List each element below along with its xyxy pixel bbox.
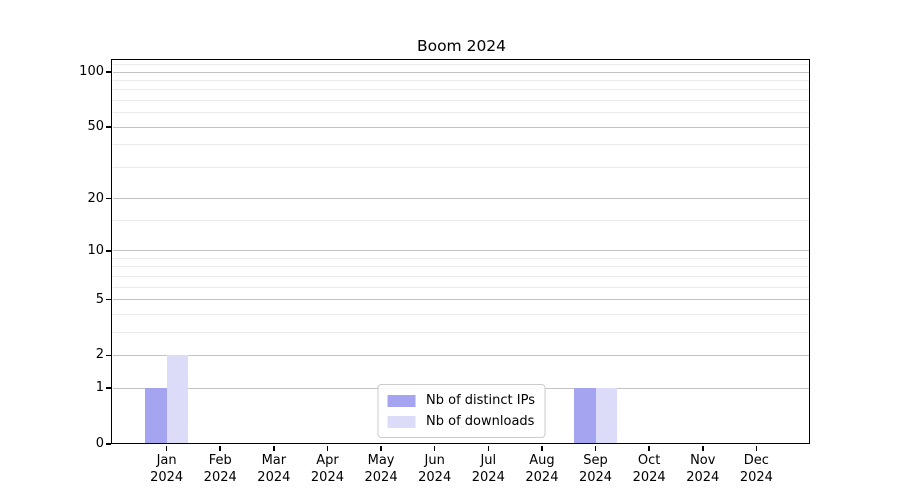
x-tick-month: Apr xyxy=(316,453,339,468)
minor-gridline xyxy=(113,80,810,82)
x-tick-month: May xyxy=(367,453,395,468)
x-tick-month: Jul xyxy=(480,453,497,468)
y-tick-label: 2 xyxy=(95,347,104,363)
y-tick-mark xyxy=(106,71,112,73)
x-tick-mark xyxy=(701,445,704,451)
x-tick-mark xyxy=(755,445,758,451)
minor-gridline xyxy=(113,266,810,268)
x-tick-month: Jun xyxy=(424,453,445,468)
chart-title: Boom 2024 xyxy=(416,37,507,55)
x-tick-year: 2024 xyxy=(739,469,773,485)
x-tick-mark xyxy=(433,445,436,451)
legend-swatch-distinct-ips xyxy=(387,394,416,407)
minor-gridline xyxy=(113,144,810,146)
x-tick-month: Jan xyxy=(156,453,177,468)
y-tick-mark xyxy=(106,197,112,200)
minor-gridline xyxy=(113,100,810,102)
bar-downloads xyxy=(166,355,189,444)
y-tick-label: 20 xyxy=(87,190,104,206)
x-tick-label: Mar 2024 xyxy=(234,453,314,486)
y-tick-label: 100 xyxy=(79,64,104,80)
minor-gridline xyxy=(113,64,810,66)
legend-label: Nb of distinct IPs xyxy=(426,393,535,408)
bar-distinct-ips xyxy=(574,388,596,444)
minor-gridline xyxy=(113,275,810,277)
minor-gridline xyxy=(113,220,810,222)
major-gridline xyxy=(113,354,810,356)
minor-gridline xyxy=(113,313,810,315)
major-gridline xyxy=(113,126,810,128)
x-tick-mark xyxy=(594,445,597,451)
y-tick-label: 0 xyxy=(95,436,104,451)
minor-gridline xyxy=(113,286,810,288)
x-tick-mark xyxy=(219,445,222,451)
y-tick-mark xyxy=(106,249,112,252)
major-gridline xyxy=(113,299,810,301)
x-tick-label: Feb 2024 xyxy=(180,453,260,486)
bar-downloads xyxy=(595,388,617,444)
y-tick-label: 5 xyxy=(95,291,104,307)
x-tick-year: 2024 xyxy=(471,469,505,485)
x-tick-year: 2024 xyxy=(686,469,720,485)
major-gridline xyxy=(113,250,810,252)
bar-distinct-ips xyxy=(145,388,167,444)
x-tick-month: Mar xyxy=(261,453,287,468)
x-tick-year: 2024 xyxy=(203,469,237,485)
x-tick-month: Feb xyxy=(208,453,232,468)
x-tick-year: 2024 xyxy=(578,469,613,485)
legend-item: Nb of distinct IPs xyxy=(387,392,535,409)
x-tick-label: Sep 2024 xyxy=(556,453,636,486)
x-tick-mark xyxy=(326,445,329,451)
minor-gridline xyxy=(113,112,810,114)
x-tick-month: Dec xyxy=(743,453,769,468)
y-tick-mark xyxy=(106,443,112,445)
y-tick-mark xyxy=(106,354,112,357)
x-tick-year: 2024 xyxy=(364,469,398,485)
x-tick-month: Nov xyxy=(690,453,716,468)
x-tick-mark xyxy=(165,445,168,451)
x-tick-label: Aug 2024 xyxy=(502,453,582,486)
y-tick-label: 50 xyxy=(87,119,104,135)
x-tick-label: Jun 2024 xyxy=(395,453,475,486)
x-tick-label: Nov 2024 xyxy=(663,453,743,486)
minor-gridline xyxy=(113,257,810,259)
legend-item: Nb of downloads xyxy=(387,413,535,430)
x-tick-mark xyxy=(487,445,490,451)
major-gridline xyxy=(113,71,810,73)
minor-gridline xyxy=(113,331,810,333)
legend-label: Nb of downloads xyxy=(426,414,535,429)
x-tick-mark xyxy=(380,445,382,451)
x-tick-year: 2024 xyxy=(525,469,559,485)
x-tick-label: Jan 2024 xyxy=(127,453,207,486)
legend-swatch-downloads xyxy=(387,415,416,428)
y-tick-label: 10 xyxy=(87,242,104,258)
y-tick-mark xyxy=(106,298,112,301)
x-tick-label: Apr 2024 xyxy=(287,453,367,486)
x-tick-year: 2024 xyxy=(257,469,291,485)
x-tick-year: 2024 xyxy=(632,469,666,485)
x-tick-mark xyxy=(541,445,543,451)
x-tick-mark xyxy=(648,445,650,451)
y-tick-mark xyxy=(106,126,112,128)
minor-gridline xyxy=(113,166,810,168)
x-tick-label: May 2024 xyxy=(341,453,421,486)
x-tick-month: Sep xyxy=(583,453,608,468)
x-tick-month: Aug xyxy=(529,453,555,468)
x-tick-year: 2024 xyxy=(310,469,344,485)
major-gridline xyxy=(113,198,810,200)
y-tick-label: 1 xyxy=(95,380,104,396)
x-tick-label: Oct 2024 xyxy=(609,453,689,486)
legend: Nb of distinct IPs Nb of downloads xyxy=(377,384,546,438)
x-tick-label: Jul 2024 xyxy=(448,453,528,486)
minor-gridline xyxy=(113,89,810,91)
plot-area: Nb of distinct IPs Nb of downloads xyxy=(113,61,810,444)
x-tick-year: 2024 xyxy=(150,469,184,485)
y-tick-mark xyxy=(106,387,112,389)
x-tick-label: Dec 2024 xyxy=(716,453,796,486)
x-tick-year: 2024 xyxy=(418,469,452,485)
x-tick-mark xyxy=(273,445,275,451)
x-tick-month: Oct xyxy=(637,453,661,468)
